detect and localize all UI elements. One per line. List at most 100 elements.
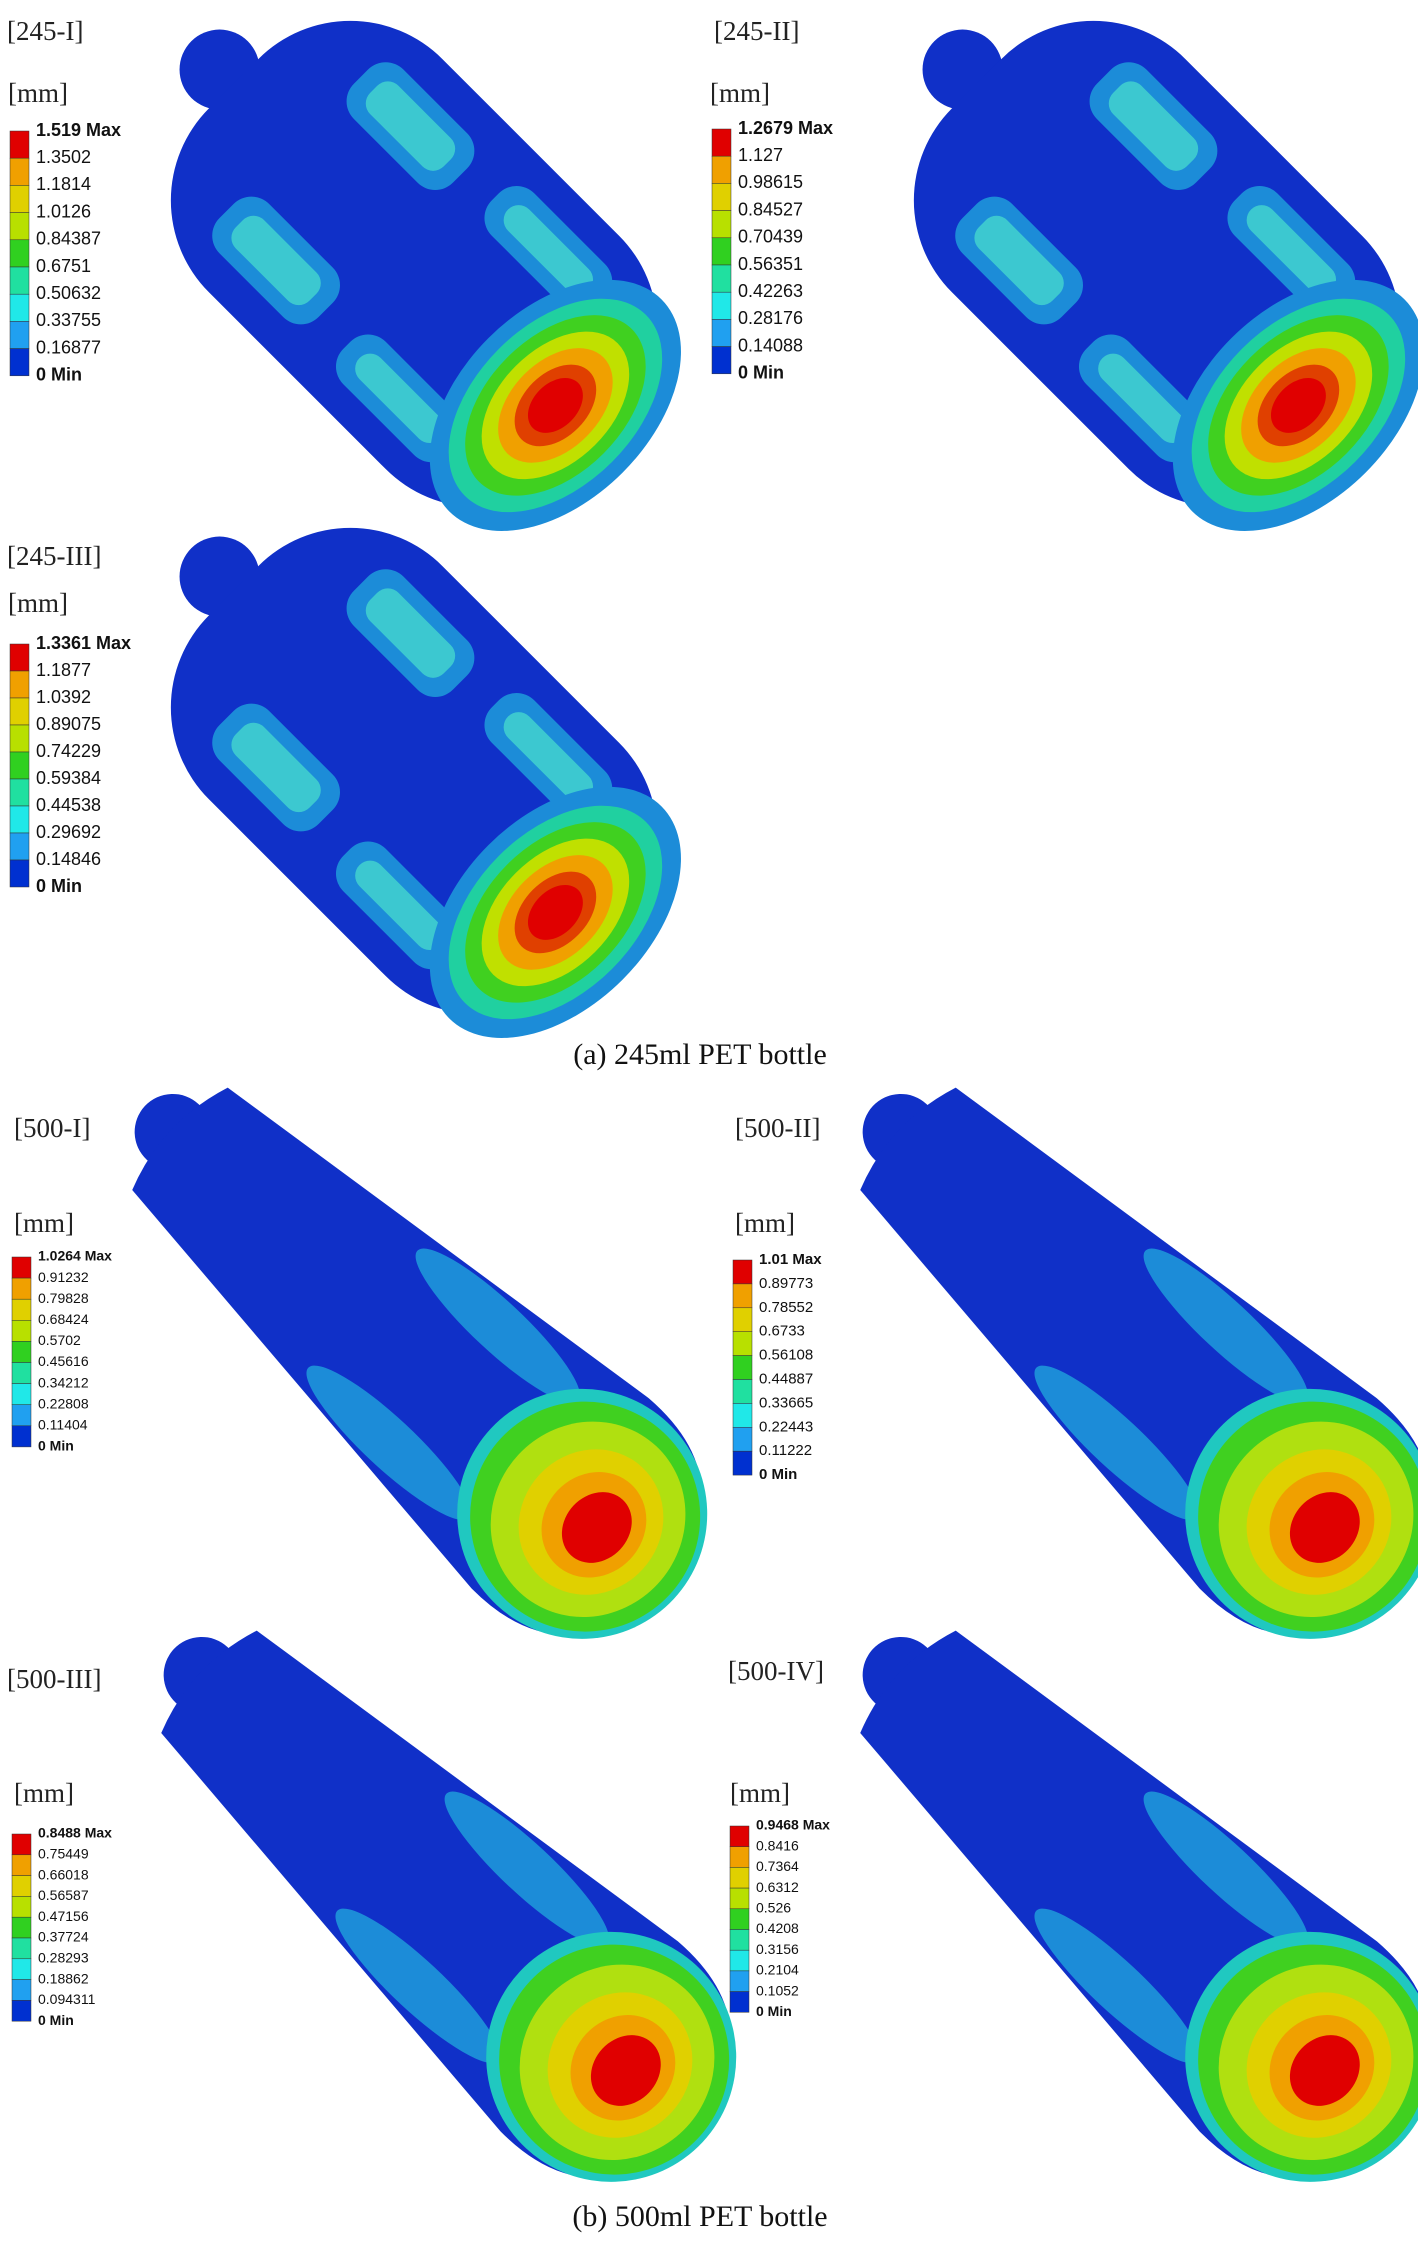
legend-label: 0.28176 — [738, 308, 803, 328]
legend-swatch — [711, 128, 732, 157]
contour — [444, 1791, 610, 1946]
legend-label: 0.6751 — [36, 256, 91, 276]
legend-swatch — [729, 1949, 750, 1972]
legend-label: 0.33755 — [36, 310, 101, 330]
legend-swatch — [11, 2000, 32, 2022]
legend-label: 0.9468 Max — [756, 1817, 830, 1833]
legend-swatch — [729, 1887, 750, 1910]
legend-label: 0.8416 — [756, 1837, 799, 1853]
legend-swatch — [11, 1979, 32, 2001]
contour — [355, 353, 445, 444]
legend-swatch — [11, 1362, 32, 1384]
legend-label: 0 Min — [36, 365, 82, 385]
legend-swatch — [711, 319, 732, 347]
legend-label: 0.094311 — [38, 1991, 96, 2007]
legend-swatch — [9, 832, 30, 861]
legend-label: 0.37724 — [38, 1929, 89, 1945]
legend-label: 0.16877 — [36, 337, 101, 357]
legend-swatch — [9, 643, 30, 672]
legend-label: 0.66018 — [38, 1866, 89, 1882]
legend-label: 1.519 Max — [36, 120, 121, 140]
bottle — [132, 1087, 708, 1639]
legend-label: 0.84387 — [36, 229, 101, 249]
legend-label: 0.56108 — [759, 1347, 813, 1364]
legend-label: 0.3156 — [756, 1941, 799, 1957]
legend-label: 0.33665 — [759, 1394, 813, 1411]
legend-label: 0.14088 — [738, 335, 803, 355]
legend-label: 0 Min — [38, 1438, 74, 1454]
legend-swatch — [11, 1854, 32, 1876]
panel-label: [500-I] — [14, 1113, 90, 1143]
contour — [503, 205, 594, 295]
legend-label: 1.0264 Max — [38, 1248, 112, 1264]
legend-swatch — [729, 1908, 750, 1930]
legend-swatch — [11, 1916, 32, 1939]
contour — [974, 215, 1064, 306]
legend-label: 0.59384 — [36, 768, 101, 788]
legend-swatch — [11, 1875, 32, 1897]
unit-label: [mm] — [14, 1208, 74, 1238]
legend-label: 0.4208 — [756, 1920, 799, 1936]
legend-label: 0.11404 — [38, 1417, 88, 1433]
legend-label: 0.45616 — [38, 1353, 89, 1369]
contour — [590, 2035, 661, 2106]
panel-label: [500-II] — [735, 1113, 820, 1143]
contour — [231, 722, 321, 813]
legend-swatch — [11, 1937, 32, 1960]
legend-swatch — [9, 348, 30, 377]
legend-label: 1.0392 — [36, 687, 91, 707]
contour — [365, 588, 456, 678]
legend-label: 0.75449 — [38, 1846, 89, 1862]
legend-swatch — [11, 1425, 32, 1448]
legend-swatch — [9, 157, 30, 186]
unit-label: [mm] — [8, 588, 68, 618]
legend-swatch — [729, 1991, 750, 2013]
legend-swatch — [9, 266, 30, 295]
contour — [561, 1492, 632, 1563]
contour — [231, 215, 321, 306]
legend-swatch — [732, 1379, 753, 1404]
legend-swatch — [11, 1833, 32, 1856]
contour — [306, 1365, 471, 1521]
legend-swatch — [9, 805, 30, 834]
legend-swatch — [11, 1298, 32, 1321]
legend-swatch — [9, 724, 30, 753]
legend-swatch — [711, 237, 732, 266]
legend-swatch — [11, 1320, 32, 1342]
legend-label: 0 Min — [36, 876, 82, 896]
legend-swatch — [11, 1404, 32, 1427]
legend-swatch — [711, 210, 732, 239]
contour — [527, 377, 583, 433]
legend-label: 0.526 — [756, 1900, 791, 1916]
legend-label: 1.1814 — [36, 174, 91, 194]
contour — [1034, 1365, 1199, 1521]
legend-swatch — [711, 264, 732, 293]
legend-swatch — [729, 1929, 750, 1951]
legend-label: 0.34212 — [38, 1374, 89, 1390]
contour — [1289, 1492, 1360, 1563]
legend-swatch — [11, 1383, 32, 1405]
legend-label: 0 Min — [759, 1466, 797, 1483]
contour — [1034, 1908, 1199, 2064]
caption: (b) 500ml PET bottle — [572, 2200, 827, 2233]
legend-swatch — [732, 1307, 753, 1332]
legend-label: 0.44538 — [36, 795, 101, 815]
panel-label: [245-II] — [714, 16, 799, 46]
legend-swatch — [732, 1283, 753, 1309]
legend-swatch — [732, 1427, 753, 1452]
unit-label: [mm] — [8, 78, 68, 108]
legend-label: 0.5702 — [38, 1332, 81, 1348]
legend-swatch — [732, 1355, 753, 1380]
legend-swatch — [711, 346, 732, 375]
legend-label: 1.2679 Max — [738, 118, 833, 138]
legend-label: 0.74229 — [36, 741, 101, 761]
legend-swatch — [9, 859, 30, 888]
legend-label: 0.50632 — [36, 283, 101, 303]
legend-label: 0 Min — [38, 2012, 74, 2028]
contour — [1289, 2035, 1360, 2106]
legend-label: 0.78552 — [759, 1299, 813, 1316]
legend-swatch — [732, 1259, 753, 1285]
legend-label: 1.0126 — [36, 201, 91, 221]
contour — [1143, 1791, 1309, 1946]
